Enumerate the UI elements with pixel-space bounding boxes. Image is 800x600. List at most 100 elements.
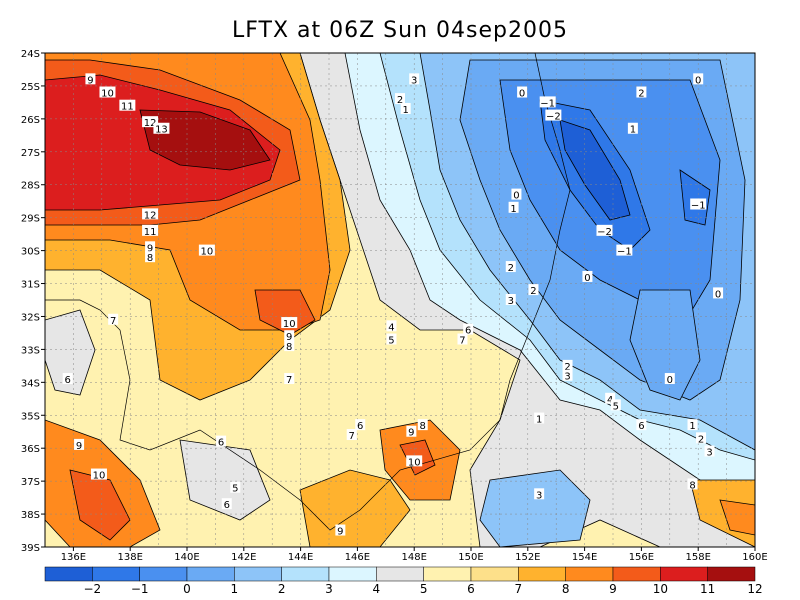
colorbar-swatch <box>328 566 377 582</box>
lon-tick-label: 142E <box>231 552 256 563</box>
lat-tick-label: 35S <box>21 411 40 422</box>
contour-label-bg <box>90 468 107 480</box>
contour-label: 12 <box>144 210 157 221</box>
contour-label-bg <box>505 294 516 305</box>
contour-label: 1 <box>402 105 408 116</box>
plot-frame <box>44 52 756 548</box>
contour-label: 7 <box>286 375 292 386</box>
colorbar-swatch <box>234 566 282 582</box>
contour-label-bg <box>457 333 468 345</box>
lon-tick-label: 144E <box>288 552 313 563</box>
colorbar-label: 8 <box>562 582 570 596</box>
contour-label: 7 <box>110 316 116 327</box>
contour-label: 8 <box>147 253 153 264</box>
contour-label-bg <box>534 488 545 500</box>
contour-label-bg <box>596 224 613 236</box>
contour-label-bg <box>198 244 215 256</box>
lon-tick-label: 140E <box>174 552 199 563</box>
contour-label-bg <box>409 73 420 85</box>
region-south-low <box>179 439 271 521</box>
contour-label: 2 <box>397 95 403 106</box>
contour-label: 12 <box>144 118 157 129</box>
contour-label: 10 <box>283 319 296 330</box>
contour-label: 4 <box>607 395 613 406</box>
contour-label: 3 <box>564 372 570 383</box>
lat-tick-label: 24S <box>21 49 40 60</box>
contour-label-bg <box>221 498 232 510</box>
chart-title: LFTX at 06Z Sun 04sep2005 <box>232 18 568 43</box>
colorbar-label: 6 <box>467 582 475 596</box>
colorbar: −2 −1 0 1 2 3 4 5 6 7 8 9 10 11 12 <box>44 566 763 596</box>
contour-label: 10 <box>201 247 214 258</box>
contour-label: 9 <box>87 75 93 86</box>
contour-label: 1 <box>510 204 516 215</box>
contour-label-bg <box>605 392 616 404</box>
contour-label: 9 <box>147 243 153 254</box>
contour-label: 9 <box>76 441 82 452</box>
region-west-low <box>45 309 96 396</box>
contour-label: −2 <box>597 227 612 238</box>
contour-label-bg <box>582 270 593 282</box>
contour-label: 2 <box>638 89 644 100</box>
contour-label-bg <box>508 201 519 213</box>
contour-label: 7 <box>459 336 465 347</box>
contour-label-bg <box>534 412 545 424</box>
contour-label-bg <box>690 198 707 210</box>
contour-label: 6 <box>357 421 363 432</box>
lat-tick-label: 29S <box>21 214 40 225</box>
lon-tick-label: 160E <box>742 552 767 563</box>
contour-label-bg <box>119 99 136 111</box>
colorbar-label: 2 <box>278 582 286 596</box>
contour-label: 1 <box>536 415 542 426</box>
contour-label-bg <box>355 419 366 431</box>
lon-tick-label: 156E <box>629 552 654 563</box>
colorbar-label: −2 <box>83 582 101 596</box>
colorbar-label: 4 <box>373 582 381 596</box>
contour-label-bg <box>696 432 707 444</box>
lon-tick-label: 150E <box>458 552 483 563</box>
colorbar-label: 1 <box>231 582 239 596</box>
lat-tick-label: 33S <box>21 345 40 356</box>
contour-label: 8 <box>689 480 695 491</box>
contour-label: 6 <box>638 421 644 432</box>
colorbar-swatch <box>612 566 661 582</box>
colorbar-label: 3 <box>325 582 333 596</box>
colorbar-swatch <box>376 566 424 582</box>
contour-label: 2 <box>698 434 704 445</box>
colorbar-label: 5 <box>420 582 428 596</box>
contour-label-bg <box>463 323 474 335</box>
colorbar-label: 0 <box>183 582 191 596</box>
lat-tick-label: 32S <box>21 312 40 323</box>
contour-label-bg <box>616 244 633 256</box>
colorbar-swatch <box>707 566 756 582</box>
colorbar-label: 9 <box>609 582 617 596</box>
contour-label-bg <box>517 86 528 98</box>
lon-tick-label: 148E <box>401 552 426 563</box>
contour-label-bg <box>386 320 397 332</box>
contour-label-bg <box>386 333 397 345</box>
lat-tick-label: 30S <box>21 247 40 258</box>
contour-label-bg <box>74 438 85 450</box>
contour-label-bg <box>281 317 298 329</box>
contour-label-bg <box>636 419 647 431</box>
lon-tick-label: 146E <box>345 552 370 563</box>
contour-label: 1 <box>630 125 636 136</box>
colorbar-swatch <box>660 566 708 582</box>
contour-label-bg <box>687 478 698 490</box>
region-southeast-blue <box>629 289 701 401</box>
contour-label-bg <box>62 373 73 385</box>
contour-label-bg <box>664 373 675 385</box>
contour-label-bg <box>346 429 357 441</box>
lon-tick-label: 158E <box>685 552 710 563</box>
contour-label-bg <box>284 340 295 352</box>
contour-label: 8 <box>286 342 292 353</box>
lat-tick-label: 27S <box>21 148 40 159</box>
colorbar-label: 7 <box>515 582 523 596</box>
region-value-12 <box>139 109 271 171</box>
colorbar-label: 10 <box>653 582 668 596</box>
contour-label: −1 <box>540 98 555 109</box>
contour-label-bg <box>142 224 159 236</box>
contour-label: 4 <box>388 322 394 333</box>
coastline <box>45 53 571 531</box>
contour-label-bg <box>562 359 573 371</box>
